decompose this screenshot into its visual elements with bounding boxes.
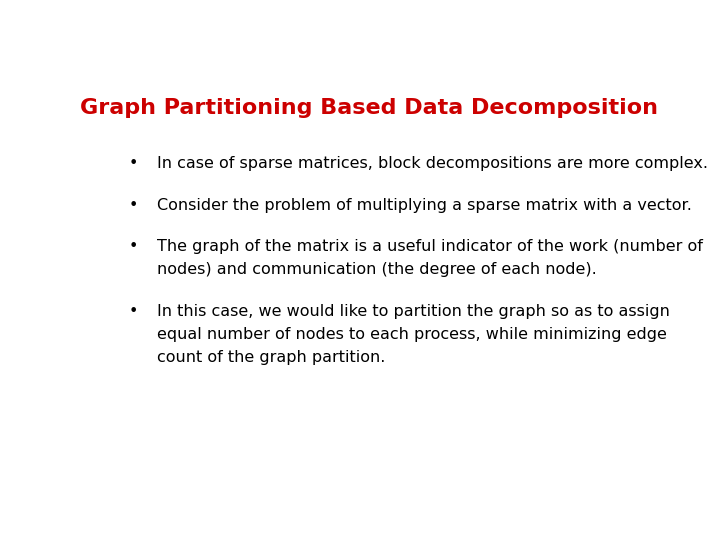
Text: In this case, we would like to partition the graph so as to assign: In this case, we would like to partition…: [157, 304, 670, 319]
Text: •: •: [129, 198, 138, 213]
Text: equal number of nodes to each process, while minimizing edge: equal number of nodes to each process, w…: [157, 327, 667, 342]
Text: •: •: [129, 239, 138, 254]
Text: •: •: [129, 304, 138, 319]
Text: •: •: [129, 156, 138, 171]
Text: In case of sparse matrices, block decompositions are more complex.: In case of sparse matrices, block decomp…: [157, 156, 708, 171]
Text: nodes) and communication (the degree of each node).: nodes) and communication (the degree of …: [157, 262, 597, 278]
Text: Graph Partitioning Based Data Decomposition: Graph Partitioning Based Data Decomposit…: [80, 98, 658, 118]
Text: Consider the problem of multiplying a sparse matrix with a vector.: Consider the problem of multiplying a sp…: [157, 198, 692, 213]
Text: The graph of the matrix is a useful indicator of the work (number of: The graph of the matrix is a useful indi…: [157, 239, 703, 254]
Text: count of the graph partition.: count of the graph partition.: [157, 349, 385, 364]
